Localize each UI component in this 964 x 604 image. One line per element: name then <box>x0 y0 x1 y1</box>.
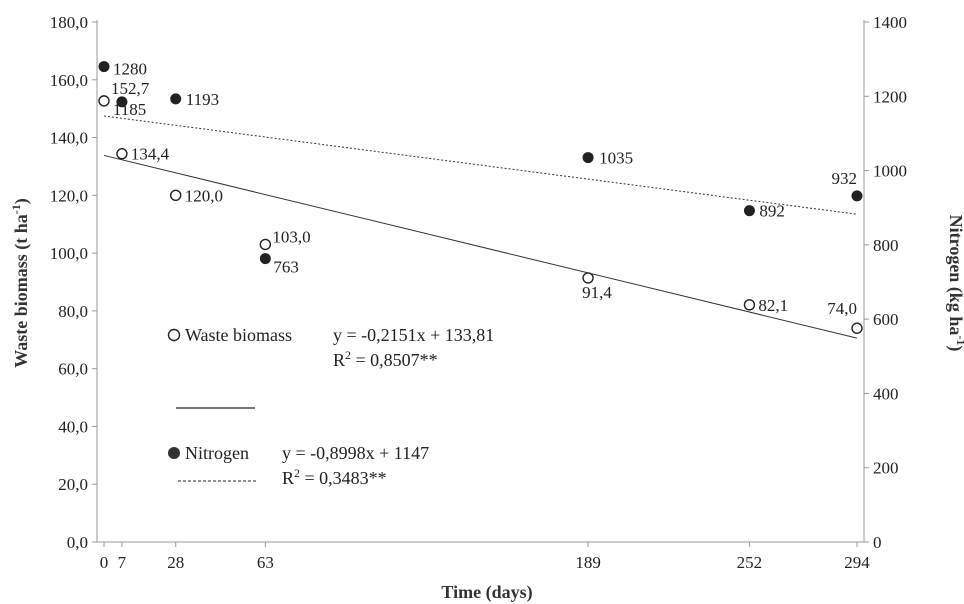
y-right-tick-label: 200 <box>873 459 899 478</box>
y-left-tick-label: 100,0 <box>50 244 88 263</box>
x-tick-label: 252 <box>737 553 763 572</box>
legend: Waste biomass y = -0,2151x + 133,81 R2 =… <box>167 325 494 488</box>
y-left-tick-label: 160,0 <box>50 71 88 90</box>
nitrogen-point <box>743 205 755 217</box>
y-left-tick-label: 140,0 <box>50 129 88 148</box>
y-left-tick-label: 180,0 <box>50 13 88 32</box>
trend-lines <box>103 115 858 339</box>
y-right-tick-label: 1200 <box>873 87 907 106</box>
nitrogen-data-label: 1193 <box>186 90 219 109</box>
y-right-tick-label: 0 <box>873 533 882 552</box>
x-tick-label: 0 <box>100 553 109 572</box>
legend-r2-nitrogen: R2 = 0,3483** <box>282 466 387 488</box>
data-labels: 152,7 134,4 120,0 103,0 91,4 82,1 74,0 1280 1185… <box>111 60 857 319</box>
waste-biomass-point <box>98 95 110 107</box>
trend-line-waste-biomass <box>103 154 858 339</box>
waste-biomass-point <box>116 148 128 160</box>
x-axis-title: Time (days) <box>441 582 532 603</box>
y-left-tick-label: 0,0 <box>67 533 88 552</box>
y-right-tick-label: 400 <box>873 384 899 403</box>
legend-label-waste-biomass: Waste biomass <box>185 325 292 345</box>
nitrogen-data-label: 932 <box>832 169 858 188</box>
waste-biomass-data-label: 91,4 <box>582 283 612 302</box>
nitrogen-point <box>851 190 863 202</box>
waste-biomass-data-label: 152,7 <box>111 79 150 98</box>
legend-marker-waste-biomass <box>167 328 181 342</box>
nitrogen-point <box>98 61 110 73</box>
nitrogen-data-label: 1280 <box>113 60 147 79</box>
axes: 0,0 20,0 40,0 60,0 80,0 100,0 120,0 140,0 160,0 1… <box>50 13 907 572</box>
x-tick-label: 189 <box>575 553 601 572</box>
legend-equation-nitrogen: y = -0,8998x + 1147 <box>282 443 429 463</box>
trend-line-nitrogen <box>103 115 858 215</box>
data-points <box>98 61 863 334</box>
x-tick-label: 28 <box>167 553 184 572</box>
legend-label-nitrogen: Nitrogen <box>185 443 249 463</box>
y-left-tick-label: 120,0 <box>50 186 88 205</box>
y-left-tick-label: 20,0 <box>58 475 88 494</box>
waste-biomass-data-label: 120,0 <box>185 186 223 205</box>
waste-biomass-point <box>170 189 182 202</box>
nitrogen-point <box>582 152 594 164</box>
y-right-tick-label: 600 <box>873 310 899 329</box>
legend-r2-waste-biomass: R2 = 0,8507** <box>333 348 438 370</box>
waste-biomass-data-label: 103,0 <box>272 227 310 246</box>
waste-biomass-data-label: 134,4 <box>131 145 170 164</box>
legend-equation-waste-biomass: y = -0,2151x + 133,81 <box>333 325 494 345</box>
nitrogen-point <box>116 96 128 108</box>
legend-marker-nitrogen <box>168 447 180 459</box>
nitrogen-point <box>259 253 271 265</box>
y-left-tick-label: 40,0 <box>58 417 88 436</box>
y-left-tick-label: 60,0 <box>58 360 88 379</box>
y-right-tick-label: 1000 <box>873 162 907 181</box>
y-right-tick-label: 1400 <box>873 13 907 32</box>
nitrogen-data-label: 1035 <box>599 149 633 168</box>
waste-biomass-point <box>743 299 756 311</box>
waste-biomass-point <box>851 322 863 334</box>
nitrogen-point <box>170 93 182 105</box>
nitrogen-data-label: 892 <box>759 202 785 221</box>
x-tick-label: 63 <box>257 553 274 572</box>
y-right-tick-label: 800 <box>873 236 899 255</box>
y-left-axis-title: Waste biomass (t ha-1) <box>9 198 32 368</box>
waste-biomass-point <box>259 238 272 251</box>
waste-biomass-data-label: 82,1 <box>758 296 788 315</box>
x-tick-label: 294 <box>844 553 870 572</box>
waste-biomass-data-label: 74,0 <box>827 299 857 318</box>
y-right-axis-title: Nitrogen (kg ha-1) <box>945 215 964 352</box>
y-left-tick-label: 80,0 <box>58 302 88 321</box>
x-tick-label: 7 <box>118 553 127 572</box>
nitrogen-data-label: 763 <box>273 258 299 277</box>
nitrogen-data-label: 1185 <box>113 100 146 119</box>
waste-biomass-point <box>582 272 594 284</box>
